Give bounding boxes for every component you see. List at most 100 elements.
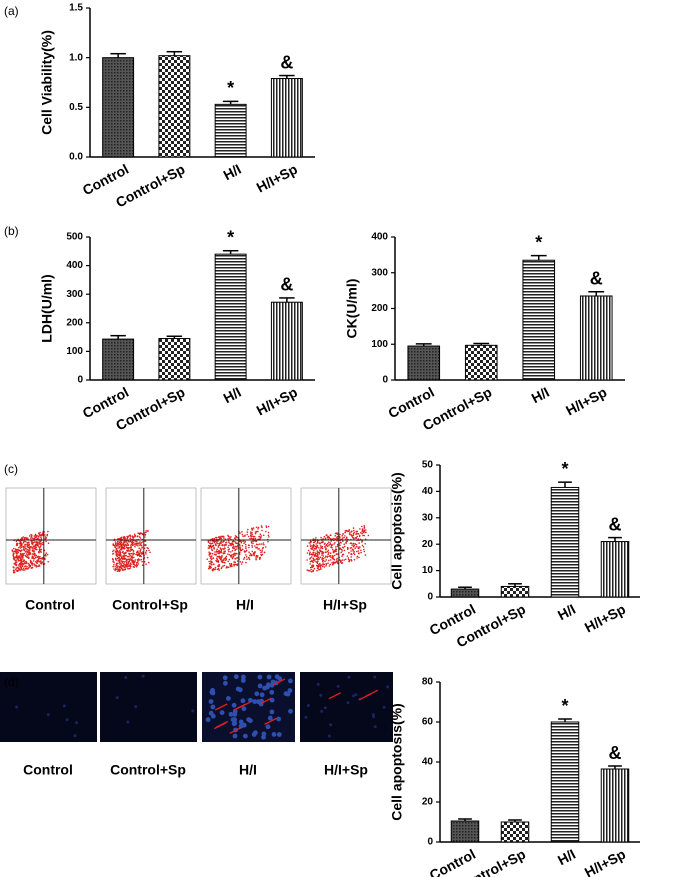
- flow-dot: [39, 534, 41, 537]
- flow-dot: [343, 545, 346, 548]
- flow-dot: [233, 563, 235, 566]
- flow-dot: [15, 549, 18, 551]
- nucleus: [235, 686, 241, 692]
- flow-dot: [118, 553, 121, 555]
- flow-dot: [135, 551, 138, 554]
- flow-dot: [327, 549, 330, 552]
- flow-dot: [46, 534, 48, 537]
- flow-dot: [40, 542, 42, 544]
- flow-dot: [309, 563, 312, 565]
- flow-dot: [37, 535, 40, 537]
- flow-dot: [213, 541, 216, 543]
- flow-dot: [20, 542, 22, 544]
- flow-dot: [249, 534, 252, 537]
- flow-dot: [130, 552, 133, 555]
- flow-dot: [141, 546, 143, 548]
- flow-dot: [31, 556, 34, 559]
- flow-dot: [15, 567, 17, 569]
- flow-dot: [23, 537, 26, 540]
- flow-dot: [310, 571, 313, 573]
- flow-dot: [18, 556, 21, 558]
- flow-dot: [124, 540, 126, 543]
- flow-dot: [38, 560, 41, 563]
- flow-dot: [20, 560, 23, 562]
- flow-dot: [352, 550, 354, 552]
- flow-dot: [117, 545, 119, 547]
- flow-dot: [19, 545, 21, 547]
- flow-dot: [133, 566, 135, 568]
- nucleus: [240, 678, 246, 683]
- flow-dot: [350, 547, 353, 549]
- flow-dot: [123, 557, 126, 559]
- flow-dot: [37, 532, 40, 535]
- flow-dot: [17, 567, 20, 569]
- flow-dot: [119, 545, 121, 548]
- nucleus: [346, 701, 350, 705]
- flow-dot: [317, 558, 319, 560]
- flow-dot: [324, 557, 326, 559]
- flow-dot: [37, 559, 40, 561]
- flow-dot: [215, 550, 218, 552]
- flow-dot: [211, 538, 214, 540]
- flow-dot: [129, 536, 132, 538]
- flow-dot: [245, 547, 247, 550]
- bar: [550, 721, 580, 843]
- y-tick-label: 0.0: [69, 152, 83, 163]
- flow-dot: [248, 544, 250, 547]
- flow-dot: [256, 546, 259, 549]
- y-tick-label: 50: [422, 460, 434, 471]
- flow-dot: [247, 528, 249, 531]
- flow-dot: [24, 547, 27, 550]
- y-tick-label: 0: [427, 592, 433, 603]
- flow-dot: [309, 551, 311, 553]
- flow-dot: [28, 541, 30, 543]
- y-tick-label: 0.5: [69, 102, 83, 113]
- flow-dot: [142, 552, 144, 555]
- flow-dot: [215, 553, 217, 556]
- flow-dot: [343, 543, 346, 545]
- flow-dot: [245, 546, 247, 548]
- nucleus: [210, 704, 216, 710]
- flow-dot: [306, 545, 309, 547]
- flow-dot: [252, 540, 254, 542]
- flow-dot: [223, 564, 226, 567]
- flow-dot: [16, 542, 19, 545]
- nucleus: [254, 691, 260, 697]
- flow-dot: [319, 545, 322, 547]
- flow-dot: [333, 537, 335, 540]
- flow-dot: [38, 551, 40, 554]
- flow-dot: [351, 544, 353, 546]
- flow-dot: [145, 563, 147, 565]
- flow-dot: [116, 557, 119, 560]
- nucleus: [271, 732, 277, 737]
- flow-dot: [326, 550, 329, 553]
- flow-dot: [350, 560, 353, 562]
- flow-dot: [212, 563, 215, 565]
- flow-dot: [16, 569, 18, 572]
- bar: [450, 588, 480, 598]
- flow-dot: [344, 531, 346, 534]
- nucleus: [265, 724, 271, 730]
- flow-dot: [26, 565, 28, 568]
- flow-dot: [231, 547, 234, 549]
- flow-dot: [260, 525, 263, 527]
- flow-dot: [26, 541, 29, 544]
- flow-dot: [340, 548, 343, 551]
- flow-dot: [26, 537, 29, 539]
- flow-dot: [247, 535, 250, 538]
- nucleus: [306, 704, 310, 707]
- flow-dot: [227, 560, 229, 563]
- flow-dot: [19, 550, 22, 552]
- flow-dot: [141, 541, 144, 543]
- flow-dot: [242, 540, 244, 542]
- flow-dot: [212, 557, 215, 559]
- image-label: Control+Sp: [110, 762, 186, 778]
- flow-dot: [309, 566, 312, 569]
- y-tick-label: 20: [422, 797, 434, 808]
- flow-dot: [115, 548, 118, 550]
- flow-dot: [207, 547, 210, 549]
- x-tick-label: H/I: [555, 846, 578, 869]
- flow-dot: [236, 536, 238, 539]
- marker: [214, 703, 228, 711]
- flow-dot: [122, 542, 125, 544]
